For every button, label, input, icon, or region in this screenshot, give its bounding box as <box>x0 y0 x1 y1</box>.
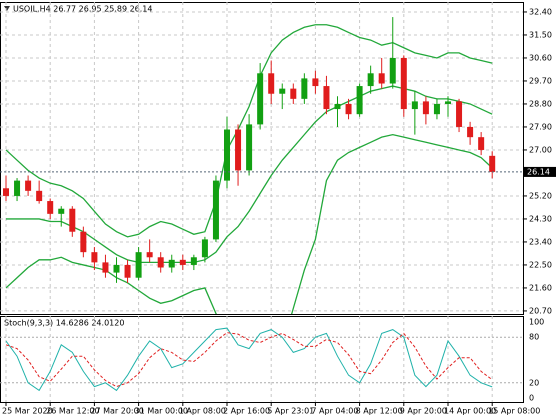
candle-body <box>190 257 197 265</box>
x-tick-label: 1 Apr 08:00 <box>179 407 226 416</box>
x-tick-label: 31 Mar 00:00 <box>135 407 188 416</box>
band-middle <box>6 85 493 264</box>
y-tick-label: 20.70 <box>529 306 552 315</box>
y-tick-label: 21.60 <box>529 283 552 292</box>
y-tick-label: 29.70 <box>529 76 552 85</box>
candle-body <box>146 252 153 258</box>
y-tick-label: 100 <box>529 318 544 327</box>
candle-body <box>124 264 131 278</box>
y-tick-label: 30.60 <box>529 53 552 62</box>
y-tick-label: 27.90 <box>529 122 552 131</box>
candle-body <box>212 180 219 240</box>
candle-body <box>201 239 208 258</box>
y-tick-label: 31.50 <box>529 30 552 39</box>
collapse-icon[interactable] <box>4 6 10 11</box>
candle-body <box>25 180 32 191</box>
candle-body <box>456 101 463 127</box>
band-upper <box>5 24 493 238</box>
stoch-line <box>5 332 493 388</box>
candle-body <box>290 88 297 99</box>
candle-body <box>235 129 242 171</box>
candle-body <box>14 180 21 196</box>
y-tick-label: 25.20 <box>529 191 552 200</box>
x-tick-label: 2 Apr 16:00 <box>223 407 270 416</box>
candle-body <box>135 252 142 278</box>
candle-body <box>80 231 87 253</box>
candle-body <box>422 101 429 115</box>
y-tick-label: 23.40 <box>529 237 552 246</box>
y-tick-label: 27.00 <box>529 145 552 154</box>
y-tick-label: 32.40 <box>529 7 552 16</box>
x-tick-label: 7 Apr 04:00 <box>311 407 358 416</box>
band-lower <box>5 133 493 314</box>
candle-body <box>378 73 385 84</box>
candle-body <box>268 73 275 94</box>
stoch-panel <box>0 316 524 403</box>
symbol-header: USOIL,H4 26.77 26.95 25.89 26.14 <box>13 5 152 14</box>
candle-body <box>279 88 286 94</box>
candle-body <box>3 188 9 196</box>
x-tick-label: 27 Mar 20:00 <box>90 407 143 416</box>
candle-body <box>467 126 474 138</box>
candle-body <box>445 101 451 104</box>
candle-body <box>345 103 352 115</box>
candle-body <box>47 201 54 214</box>
candle-body <box>478 137 485 150</box>
candle-body <box>389 57 396 84</box>
candle-body <box>367 73 374 87</box>
candle-body <box>224 129 230 181</box>
candle-body <box>113 264 120 273</box>
candle-body <box>36 190 43 202</box>
candle-body <box>400 57 407 110</box>
candle-body <box>334 103 341 110</box>
x-tick-label: 15 Apr 08:00 <box>488 407 540 416</box>
y-tick-label: 0 <box>529 394 534 403</box>
y-tick-label: 80 <box>529 333 539 342</box>
candle-body <box>489 155 496 172</box>
candle-body <box>411 101 418 110</box>
candle-body <box>91 252 98 263</box>
candle-body <box>257 73 264 125</box>
x-tick-label: 14 Apr 00:00 <box>444 407 496 416</box>
y-tick-label: 22.50 <box>529 260 552 269</box>
x-tick-label: 9 Apr 20:00 <box>400 407 447 416</box>
y-tick-label: 20 <box>529 378 539 387</box>
candle-body <box>323 86 330 110</box>
x-tick-label: 8 Apr 12:00 <box>356 407 403 416</box>
main-panel <box>0 2 524 315</box>
last-price-box <box>524 166 556 177</box>
candle-body <box>356 86 363 115</box>
candle-body <box>58 208 65 214</box>
x-tick-label: 25 Mar 2020 <box>2 407 53 416</box>
y-tick-label: 28.80 <box>529 99 552 108</box>
candle-body <box>102 262 109 273</box>
x-tick-label: 5 Apr 23:01 <box>267 407 314 416</box>
y-tick-label: 24.30 <box>529 214 552 223</box>
last-price-label: 26.14 <box>527 167 550 176</box>
stoch-header: Stoch(9,3,3) 14.6286 24.0120 <box>4 319 124 328</box>
candle-body <box>312 78 319 87</box>
candle-body <box>179 259 186 265</box>
candle-body <box>157 257 164 268</box>
candle-body <box>433 103 440 115</box>
candle-body <box>69 208 76 232</box>
candle-body <box>246 124 253 171</box>
candle-body <box>301 78 308 99</box>
x-tick-label: 26 Mar 12:00 <box>46 407 99 416</box>
stoch-line <box>5 327 493 392</box>
candle-body <box>168 259 175 268</box>
